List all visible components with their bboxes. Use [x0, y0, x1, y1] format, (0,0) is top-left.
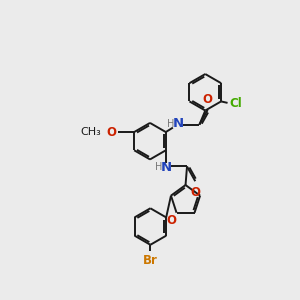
Text: N: N: [173, 117, 184, 130]
Text: O: O: [202, 92, 213, 106]
Text: N: N: [161, 160, 172, 174]
Text: O: O: [190, 186, 200, 199]
Text: Cl: Cl: [229, 97, 242, 110]
Text: H: H: [155, 162, 162, 172]
Text: CH₃: CH₃: [80, 127, 101, 137]
Text: O: O: [166, 214, 176, 227]
Text: O: O: [106, 125, 116, 139]
Text: H: H: [167, 119, 175, 129]
Text: Br: Br: [143, 254, 158, 267]
